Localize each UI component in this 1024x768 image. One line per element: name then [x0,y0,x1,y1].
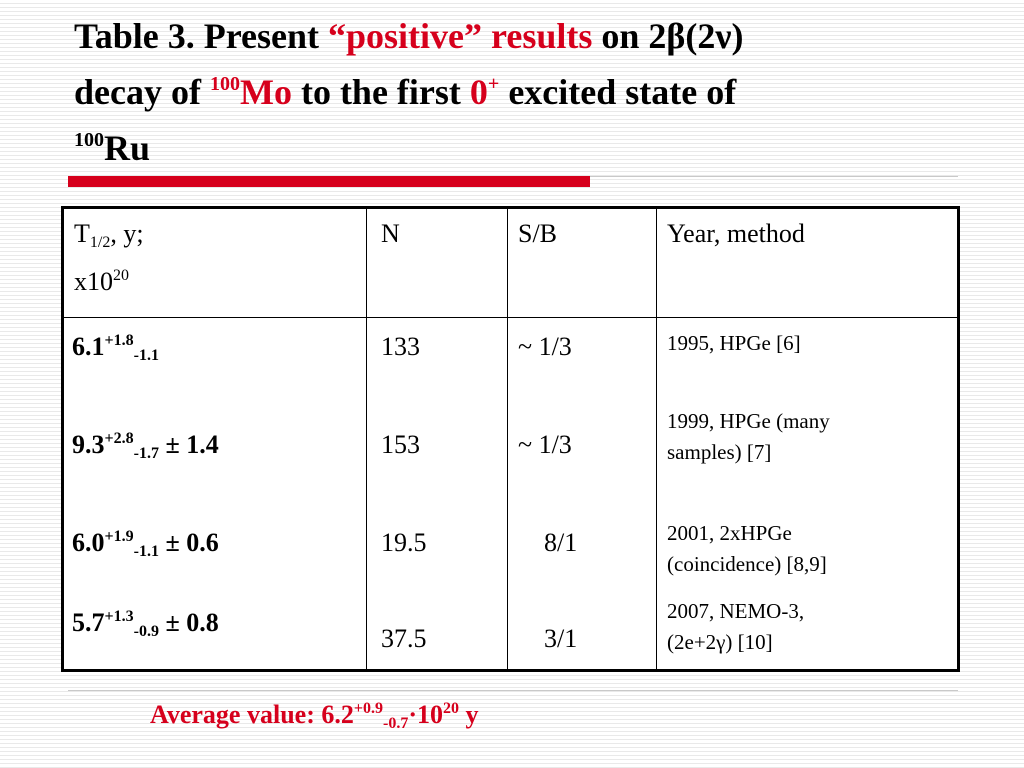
nu-symbol: ν [715,16,732,56]
header-sb: S/B [507,207,657,318]
bottom-divider [68,690,958,691]
halflife-column: 6.1+1.8-1.1 9.3+2.8-1.7 ± 1.4 6.0+1.9-1.… [62,317,367,671]
title-line-1: Table 3. Present “positive” results on 2… [74,16,744,56]
header-n: N [366,207,508,318]
header-halflife: T1/2, y; x1020 [62,207,367,318]
mo-isotope: 100Mo [209,72,292,112]
halflife-value-3: 6.0+1.9-1.1 ± 0.6 [72,528,219,560]
halflife-value-4: 5.7+1.3-0.9 ± 0.8 [72,608,219,640]
year-method-2: 1999, HPGe (many samples) [7] [667,409,830,464]
n-value-1: 133 [381,332,420,361]
halflife-value-2: 9.3+2.8-1.7 ± 1.4 [72,430,219,462]
halflife-value-1: 6.1+1.8-1.1 [72,332,159,364]
sb-value-3: 8/1 [544,528,578,557]
average-value: Average value: 6.2+0.9-0.7·1020 y [150,700,479,732]
sb-value-1: ~ 1/3 [518,332,572,361]
title-line-3: 100Ru [74,128,151,168]
year-method-1: 1995, HPGe [6] [667,331,801,355]
year-method-column: 1995, HPGe [6] 1999, HPGe (many samples) … [656,317,959,671]
zero-plus-state: 0+ [469,72,500,112]
n-value-4: 37.5 [381,624,427,653]
title-positive-results: “positive” results [328,16,593,56]
slide-title: Table 3. Present “positive” results on 2… [74,8,974,176]
table-header-row: T1/2, y; x1020 N S/B Year, method [62,207,959,318]
header-year-method: Year, method [656,207,959,318]
sb-column: ~ 1/3 ~ 1/3 8/1 3/1 [507,317,657,671]
results-table: T1/2, y; x1020 N S/B Year, method 6.1+1.… [61,206,960,672]
n-value-3: 19.5 [381,528,427,557]
title-line-2: decay of 100Mo to the first 0+ excited s… [74,72,737,112]
table-body-row: 6.1+1.8-1.1 9.3+2.8-1.7 ± 1.4 6.0+1.9-1.… [62,317,959,671]
year-method-3: 2001, 2xHPGe (coincidence) [8,9] [667,521,827,576]
sb-value-2: ~ 1/3 [518,430,572,459]
title-underline-thin [590,176,958,177]
n-column: 133 153 19.5 37.5 [366,317,508,671]
year-method-4: 2007, NEMO-3, (2e+2γ) [10] [667,599,805,654]
title-underline-red [68,176,590,187]
beta-symbol: β [666,16,686,56]
sb-value-4: 3/1 [544,624,578,653]
n-value-2: 153 [381,430,420,459]
